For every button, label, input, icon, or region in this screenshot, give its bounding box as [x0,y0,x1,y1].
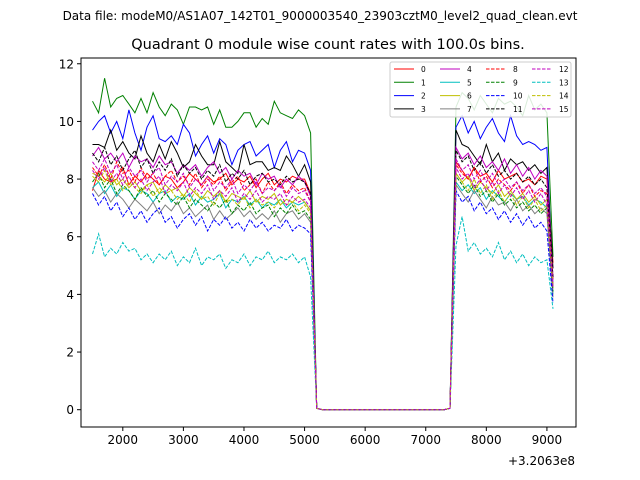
x-tick-label: 6000 [350,433,381,447]
legend-label-12: 12 [559,65,569,74]
x-tick-label: 4000 [229,433,260,447]
legend-label-3: 3 [421,105,426,114]
y-tick-label: 6 [66,230,74,244]
figure-suptitle: Data file: modeM0/AS1A07_142T01_90000035… [63,9,578,23]
legend-label-6: 6 [467,92,472,101]
axis-ticks: 2000 3000 4000 5000 6000 7000 8000 900002468101… [59,57,562,447]
plot-area [92,78,554,411]
y-tick-label: 10 [59,115,74,129]
x-tick-label: 9000 [532,433,563,447]
y-tick-label: 2 [66,346,74,360]
legend-label-15: 15 [559,105,569,114]
legend-label-13: 13 [559,78,569,87]
x-tick-label: 2000 [108,433,139,447]
x-tick-label: 3000 [168,433,199,447]
legend-label-11: 11 [513,105,523,114]
series-line-14 [92,169,554,411]
y-tick-label: 4 [66,288,74,302]
legend-label-14: 14 [559,92,569,101]
legend-label-4: 4 [467,65,472,74]
legend-box [389,61,572,118]
x-tick-label: 7000 [410,433,441,447]
legend-label-7: 7 [467,105,472,114]
y-tick-label: 12 [59,57,74,71]
x-offset-label: +3.2063e8 [508,454,575,468]
legend-label-10: 10 [513,92,523,101]
legend-label-8: 8 [513,65,518,74]
x-tick-label: 8000 [471,433,502,447]
y-tick-label: 8 [66,173,74,187]
legend-label-9: 9 [513,78,518,87]
y-tick-label: 0 [66,403,74,417]
legend-label-1: 1 [421,78,426,87]
legend-label-0: 0 [421,65,426,74]
axes-frame [80,57,577,428]
x-tick-label: 5000 [289,433,320,447]
chart-title: Quadrant 0 module wise count rates with … [131,37,525,53]
legend-label-5: 5 [467,78,472,87]
legend-label-2: 2 [421,92,426,101]
series-line-9 [92,172,554,411]
